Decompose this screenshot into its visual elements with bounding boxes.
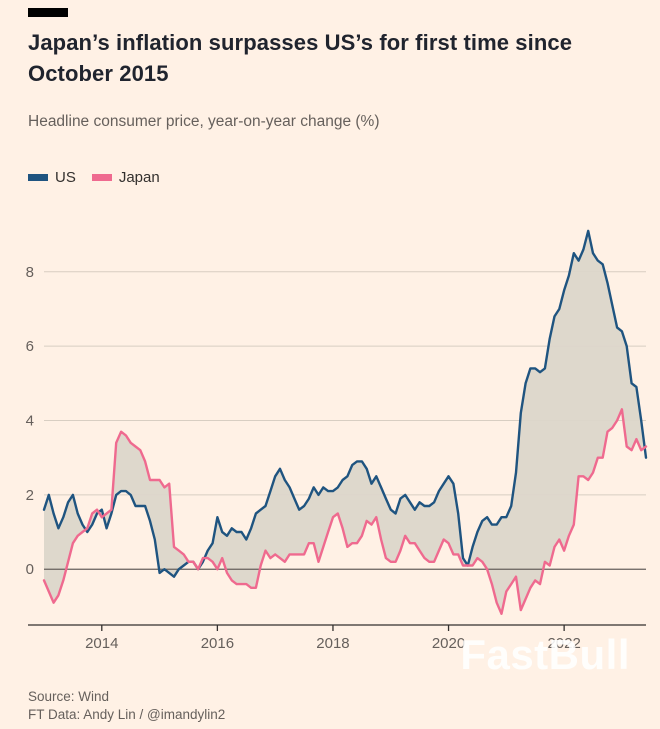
y-tick-label: 4 xyxy=(26,413,34,430)
between-series-fill xyxy=(44,230,646,614)
credit-line: FT Data: Andy Lin / @imandylin2 xyxy=(28,707,226,722)
legend-swatch-us xyxy=(28,174,48,181)
y-tick-label: 8 xyxy=(26,264,34,281)
chart-subtitle: Headline consumer price, year-on-year ch… xyxy=(28,113,380,130)
y-tick-label: 6 xyxy=(26,338,34,355)
legend-label-japan: Japan xyxy=(118,169,160,186)
x-tick-label: 2014 xyxy=(85,635,118,652)
fastbull-watermark: FastBull xyxy=(460,631,630,678)
chart-title: Japan’s inflation surpasses US’s for fir… xyxy=(28,30,573,86)
x-tick-label: 2016 xyxy=(201,635,234,652)
x-tick-label: 2020 xyxy=(432,635,465,652)
inflation-chart-svg: 0 2 4 6 8 2014 2016 2018 2020 2022 xyxy=(26,229,648,652)
japan-line xyxy=(42,408,648,615)
legend: US Japan xyxy=(28,169,176,186)
x-tick-label: 2022 xyxy=(547,635,580,652)
x-tick-label: 2018 xyxy=(316,635,349,652)
us-line xyxy=(42,229,648,578)
source-line: Source: Wind xyxy=(28,689,110,704)
ft-top-bar xyxy=(28,8,68,17)
y-tick-label: 0 xyxy=(26,561,34,578)
legend-swatch-japan xyxy=(91,174,112,181)
y-tick-label: 2 xyxy=(26,487,34,504)
legend-label-us: US xyxy=(55,169,76,186)
